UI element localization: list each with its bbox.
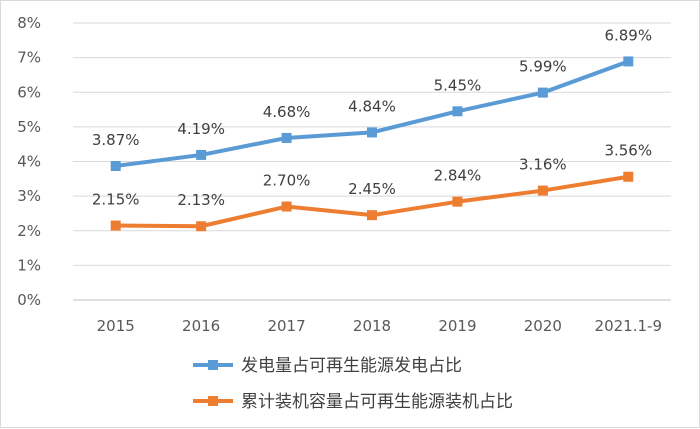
data-label: 3.16% bbox=[519, 156, 567, 174]
data-point bbox=[623, 171, 634, 182]
y-tick-label: 8% bbox=[17, 14, 41, 32]
data-point bbox=[537, 87, 548, 98]
x-tick-label: 2015 bbox=[97, 317, 135, 335]
data-label: 4.84% bbox=[348, 97, 396, 115]
data-label: 2.15% bbox=[92, 191, 140, 209]
y-tick-label: 5% bbox=[17, 118, 41, 136]
data-label: 4.68% bbox=[263, 103, 311, 121]
x-tick-label: 2018 bbox=[353, 317, 391, 335]
data-point bbox=[110, 161, 121, 172]
data-labels: 3.87% 4.19% 4.68% 4.84% 5.45% 5.99% 6.89% 2.15%… bbox=[92, 26, 652, 209]
data-label: 3.87% bbox=[92, 131, 140, 149]
data-point bbox=[367, 210, 377, 221]
data-label: 2.70% bbox=[263, 172, 311, 190]
x-tick-label: 2017 bbox=[267, 317, 305, 335]
data-label: 5.45% bbox=[434, 76, 482, 94]
y-tick-label: 2% bbox=[17, 222, 41, 240]
y-tick-label: 4% bbox=[17, 153, 41, 171]
y-tick-label: 3% bbox=[17, 187, 41, 205]
legend-label: 发电量占可再生能源发电占比 bbox=[241, 356, 462, 376]
gridlines bbox=[73, 22, 671, 266]
data-label: 2.84% bbox=[434, 167, 482, 185]
x-tick-label: 2020 bbox=[524, 317, 562, 335]
y-tick-label: 6% bbox=[17, 83, 41, 101]
legend-marker bbox=[208, 360, 218, 370]
data-label: 2.45% bbox=[348, 180, 396, 198]
data-point bbox=[452, 106, 463, 117]
data-point bbox=[196, 149, 207, 160]
data-label: 6.89% bbox=[604, 26, 652, 44]
data-point bbox=[623, 56, 634, 67]
data-label: 5.99% bbox=[519, 58, 567, 76]
data-point bbox=[281, 132, 292, 143]
data-point bbox=[281, 201, 292, 212]
x-tick-label: 2021.1-9 bbox=[595, 317, 662, 335]
y-tick-label: 0% bbox=[17, 291, 41, 309]
data-point bbox=[537, 185, 548, 196]
x-axis: 2015 2016 2017 2018 2019 2020 2021.1-9 bbox=[73, 299, 671, 335]
data-point bbox=[196, 221, 207, 232]
legend-label: 累计装机容量占可再生能源装机占比 bbox=[241, 392, 513, 412]
series bbox=[110, 56, 634, 232]
data-label: 2.13% bbox=[177, 191, 225, 209]
y-axis: 0% 1% 2% 3% 4% 5% 6% 7% 8% bbox=[17, 14, 41, 309]
data-point bbox=[452, 196, 463, 207]
data-point bbox=[110, 220, 121, 231]
y-tick-label: 1% bbox=[17, 256, 41, 274]
data-label: 3.56% bbox=[604, 142, 652, 160]
data-point bbox=[367, 127, 377, 138]
x-tick-label: 2016 bbox=[182, 317, 220, 335]
data-label: 4.19% bbox=[177, 120, 225, 138]
legend-marker bbox=[208, 396, 218, 406]
y-tick-label: 7% bbox=[17, 49, 41, 67]
x-tick-label: 2019 bbox=[438, 317, 476, 335]
